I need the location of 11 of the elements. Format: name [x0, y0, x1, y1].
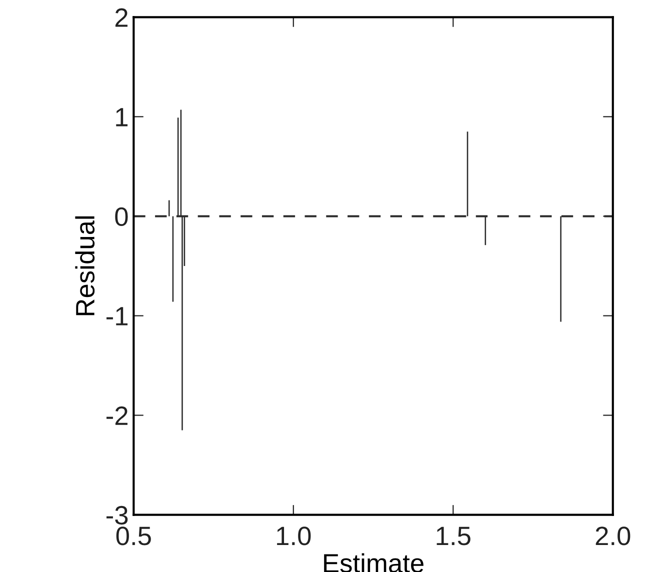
y-tick-label: 2	[115, 8, 128, 27]
y-tick-label: 1	[116, 108, 128, 126]
x-tick-label: 0.5	[116, 526, 151, 546]
y-tick-label: -3	[106, 506, 128, 525]
y-tick-label: -2	[106, 406, 128, 425]
x-tick-label: 2.0	[596, 526, 630, 546]
y-tick-label: -1	[106, 307, 128, 326]
x-tick-label: 1.5	[436, 526, 470, 546]
y-tick-label: 0	[115, 207, 128, 226]
y-axis-title: Residual	[75, 216, 95, 316]
x-tick-label: 1.0	[277, 526, 311, 546]
